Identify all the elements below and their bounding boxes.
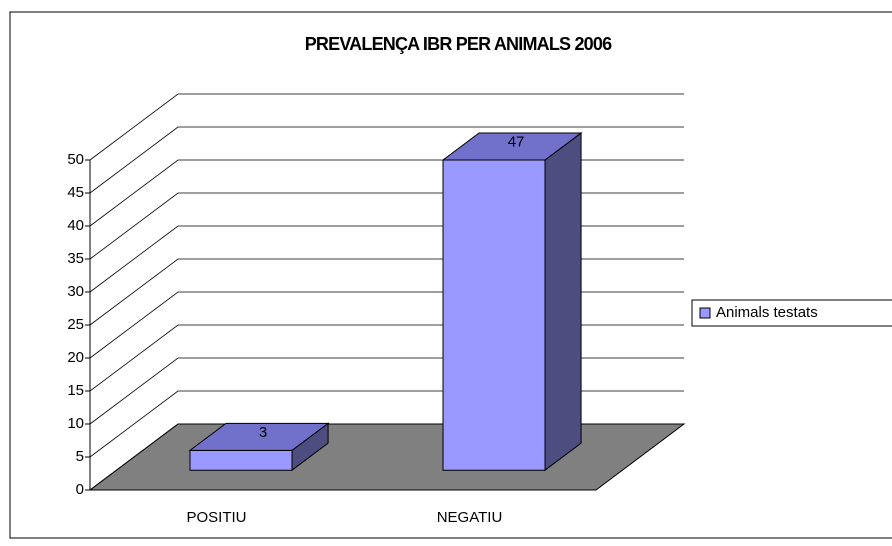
y-tick-label: 15	[67, 382, 84, 399]
bar-top	[441, 132, 583, 161]
legend-box	[691, 299, 892, 327]
grid-line	[89, 126, 684, 194]
y-tick-label: 20	[67, 349, 84, 366]
x-tick-label: NEGATIU	[437, 509, 503, 526]
chart-title: PREVALENÇA IBR PER ANIMALS 2006	[305, 34, 612, 54]
floor	[88, 423, 686, 491]
bar-top	[188, 422, 330, 451]
value-label: 47	[508, 133, 525, 150]
bar-front	[442, 159, 546, 471]
y-tick-label: 45	[67, 184, 84, 201]
y-tick-label: 50	[67, 151, 84, 168]
y-tick-label: 25	[67, 316, 84, 333]
bar-front	[189, 449, 293, 471]
y-tick-label: 40	[67, 217, 84, 234]
legend-label: Animals testats	[716, 304, 818, 321]
y-tick-label: 30	[67, 283, 84, 300]
value-label: 3	[259, 424, 267, 441]
grid-line	[89, 93, 684, 161]
x-tick-label: POSITIU	[186, 509, 246, 526]
legend-swatch	[699, 307, 711, 319]
bar-side	[544, 131, 582, 472]
y-tick-label: 0	[76, 481, 84, 498]
y-tick-label: 35	[67, 250, 84, 267]
y-tick-label: 10	[67, 415, 84, 432]
y-tick-label: 5	[76, 448, 84, 465]
